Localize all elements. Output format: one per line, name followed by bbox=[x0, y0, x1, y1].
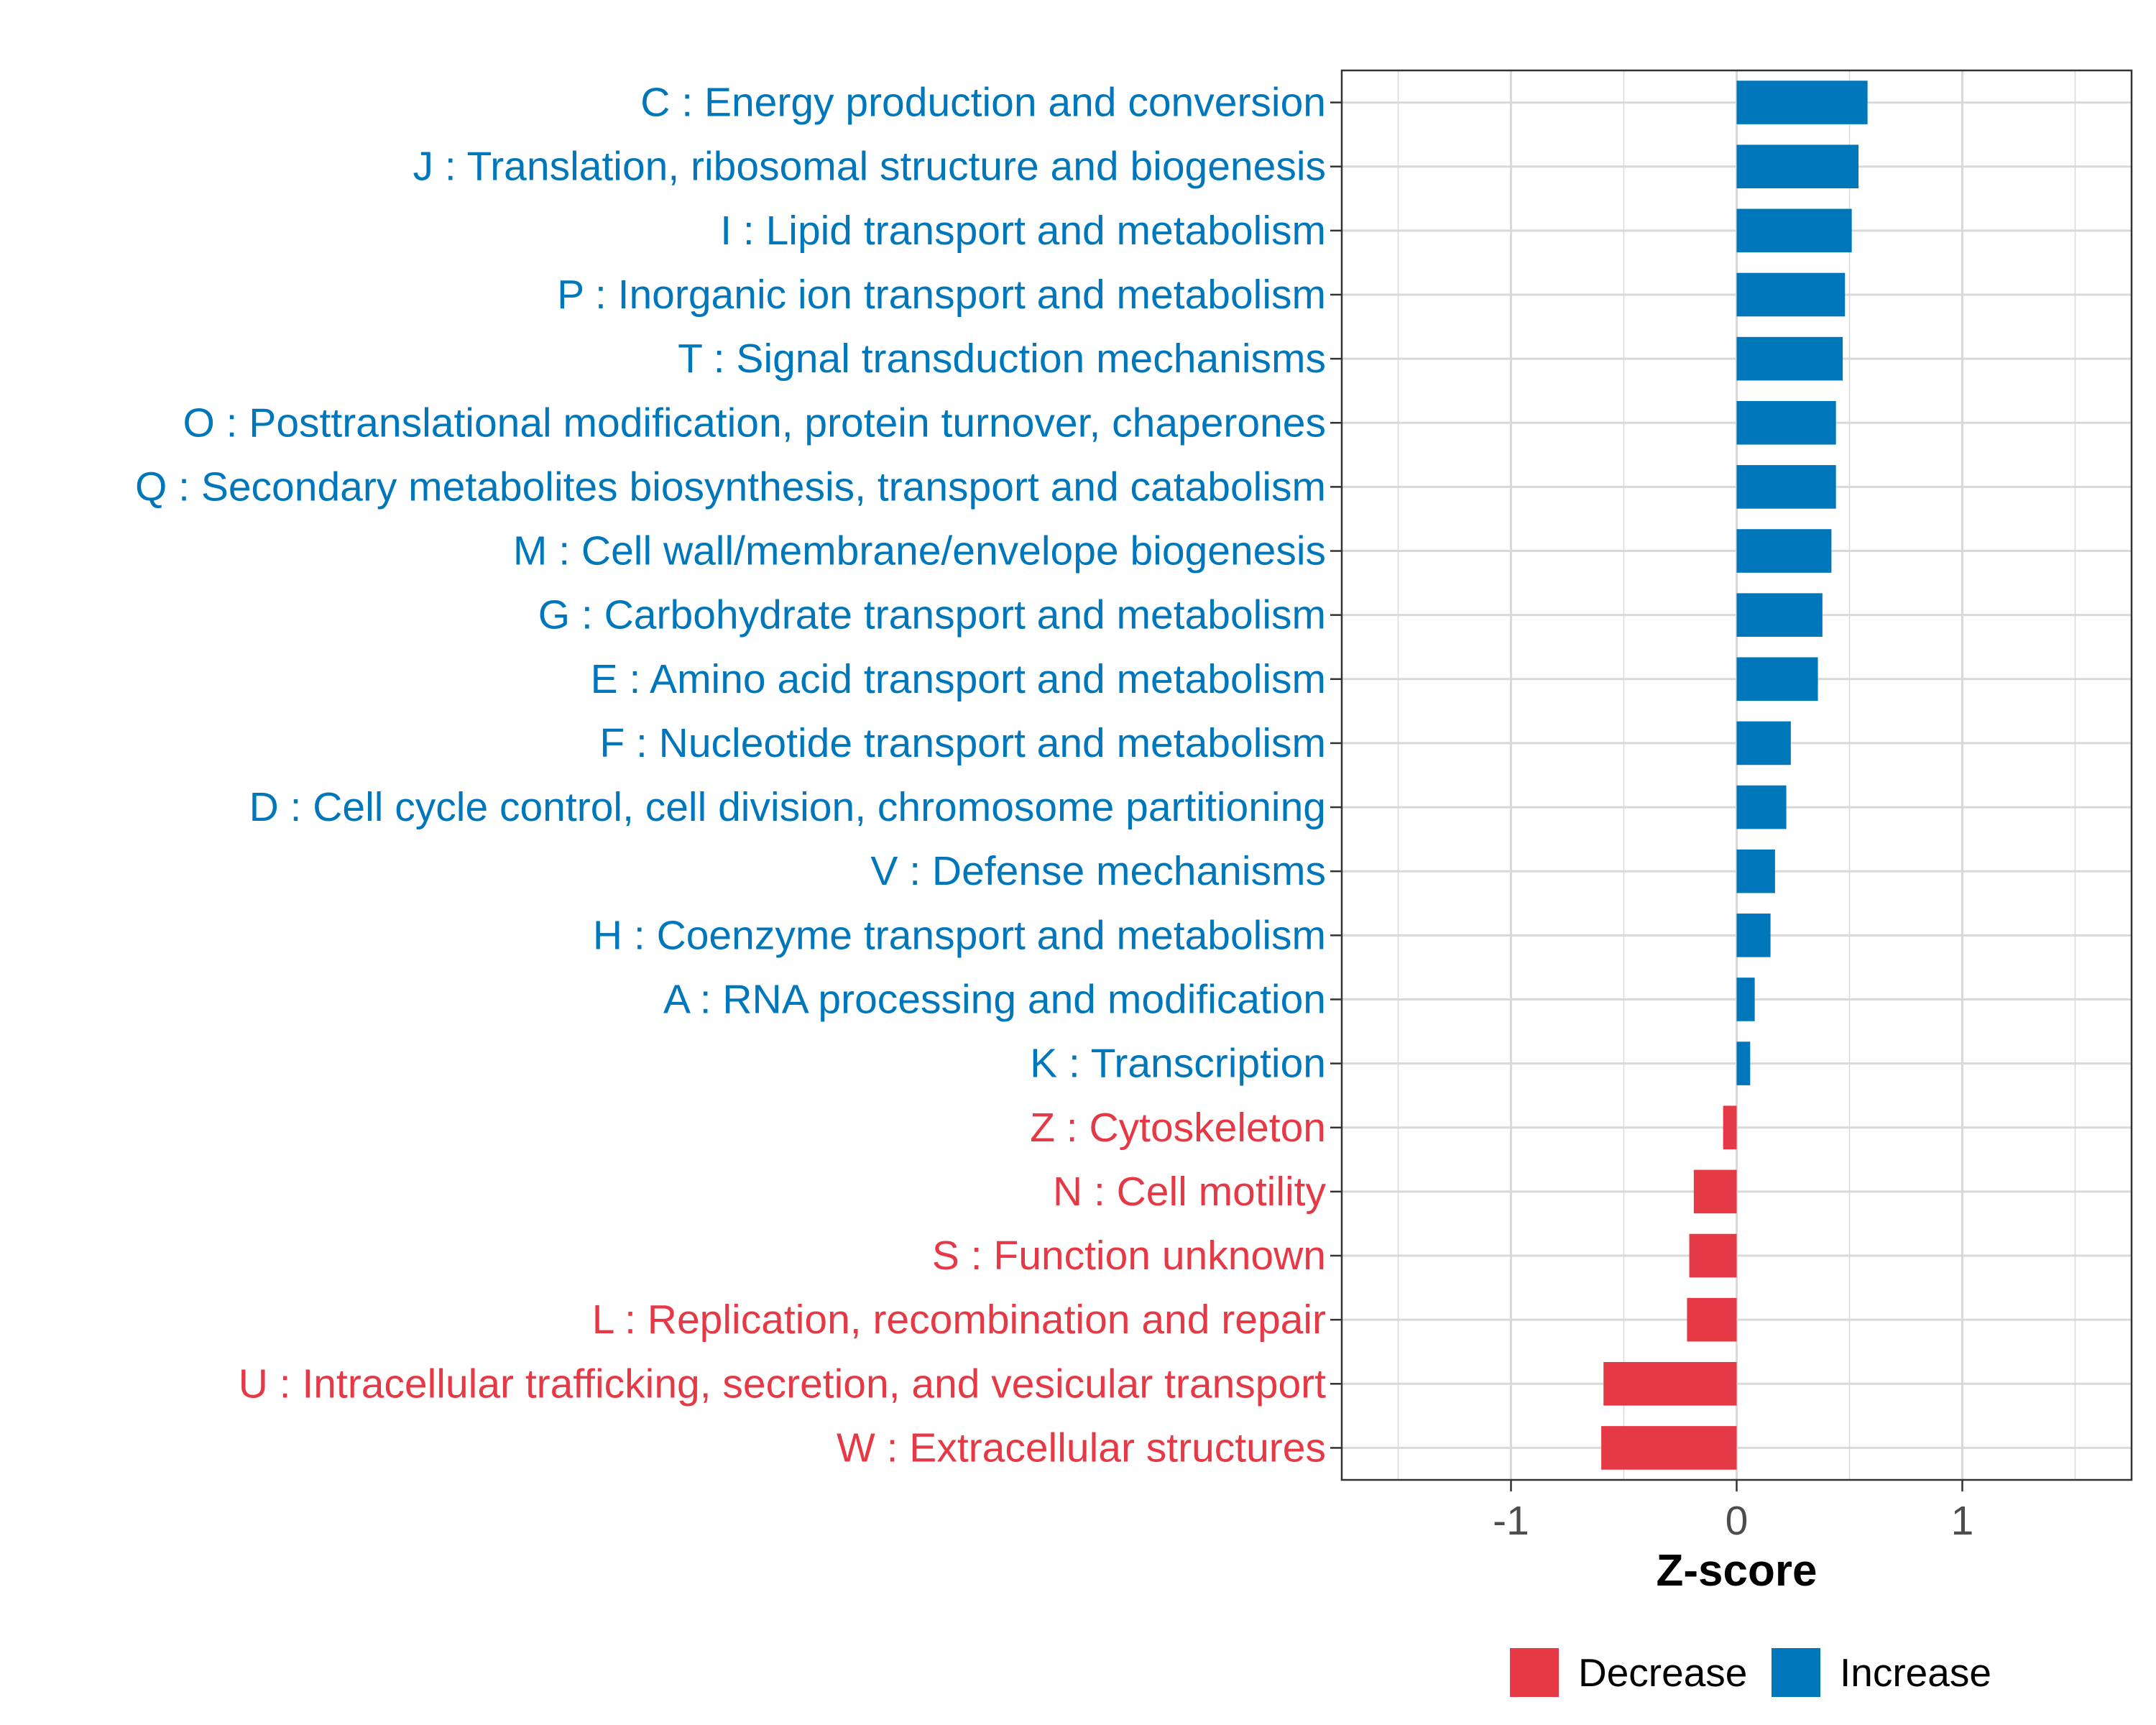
y-tick-label: E : Amino acid transport and metabolism bbox=[591, 656, 1326, 702]
bar-n bbox=[1693, 1169, 1737, 1214]
y-tick-label: D : Cell cycle control, cell division, c… bbox=[249, 784, 1326, 830]
y-tick-label: A : RNA processing and modification bbox=[663, 976, 1326, 1022]
bar-c bbox=[1736, 80, 1868, 124]
bar-l bbox=[1687, 1297, 1737, 1342]
y-tick-label: H : Coenzyme transport and metabolism bbox=[593, 912, 1326, 958]
y-tick-label: F : Nucleotide transport and metabolism bbox=[599, 720, 1326, 766]
bar-w bbox=[1601, 1426, 1737, 1470]
y-tick-label: U : Intracellular trafficking, secretion… bbox=[239, 1361, 1326, 1407]
bar-v bbox=[1736, 849, 1775, 893]
y-tick-label: N : Cell motility bbox=[1053, 1169, 1327, 1215]
y-tick-label: O : Posttranslational modification, prot… bbox=[183, 400, 1326, 446]
bar-f bbox=[1736, 721, 1791, 765]
bar-i bbox=[1736, 208, 1852, 253]
x-axis-ticks bbox=[1510, 1480, 1963, 1491]
y-tick-label: M : Cell wall/membrane/envelope biogenes… bbox=[513, 528, 1326, 574]
y-tick-label: V : Defense mechanisms bbox=[870, 848, 1326, 894]
legend: Decrease Increase bbox=[1510, 1648, 1991, 1697]
x-tick-label: 0 bbox=[1726, 1498, 1749, 1544]
bars bbox=[1601, 80, 1868, 1470]
x-tick-label: 1 bbox=[1951, 1498, 1974, 1544]
bar-h bbox=[1736, 914, 1771, 957]
bar-k bbox=[1736, 1041, 1751, 1085]
bar-t bbox=[1736, 336, 1843, 381]
x-axis-tick-labels: -1 0 1 bbox=[1493, 1498, 1973, 1544]
legend-label-increase: Increase bbox=[1840, 1650, 1991, 1695]
y-tick-label: C : Energy production and conversion bbox=[640, 80, 1326, 126]
x-axis-title: Z-score bbox=[1657, 1546, 1818, 1596]
y-tick-label: Q : Secondary metabolites biosynthesis, … bbox=[135, 464, 1326, 510]
y-tick-label: L : Replication, recombination and repai… bbox=[592, 1297, 1326, 1343]
bar-u bbox=[1603, 1361, 1737, 1406]
bar-a bbox=[1736, 978, 1755, 1021]
bar-j bbox=[1736, 144, 1859, 189]
y-tick-label: I : Lipid transport and metabolism bbox=[720, 208, 1326, 254]
bar-p bbox=[1736, 272, 1846, 317]
y-tick-label: Z : Cytoskeleton bbox=[1030, 1105, 1326, 1151]
legend-swatch-decrease bbox=[1510, 1648, 1559, 1697]
y-tick-label: S : Function unknown bbox=[932, 1233, 1326, 1279]
bar-q bbox=[1736, 465, 1836, 509]
y-tick-label: P : Inorganic ion transport and metaboli… bbox=[557, 272, 1326, 318]
y-tick-label: T : Signal transduction mechanisms bbox=[678, 336, 1326, 382]
bar-o bbox=[1736, 400, 1836, 445]
y-tick-label: G : Carbohydrate transport and metabolis… bbox=[538, 592, 1326, 638]
bar-d bbox=[1736, 785, 1787, 829]
bar-m bbox=[1736, 529, 1832, 573]
bar-g bbox=[1736, 593, 1823, 637]
y-tick-label: K : Transcription bbox=[1030, 1041, 1326, 1087]
bar-e bbox=[1736, 657, 1818, 702]
y-axis-labels: C : Energy production and conversion J : … bbox=[135, 80, 1327, 1471]
y-axis-ticks bbox=[1330, 101, 1342, 1449]
bar-s bbox=[1689, 1233, 1737, 1278]
y-tick-label: W : Extracellular structures bbox=[837, 1425, 1326, 1471]
legend-swatch-increase bbox=[1772, 1648, 1820, 1697]
legend-label-decrease: Decrease bbox=[1578, 1650, 1747, 1695]
bar-z bbox=[1723, 1105, 1737, 1150]
y-tick-label: J : Translation, ribosomal structure and… bbox=[413, 144, 1326, 190]
x-tick-label: -1 bbox=[1493, 1498, 1529, 1544]
